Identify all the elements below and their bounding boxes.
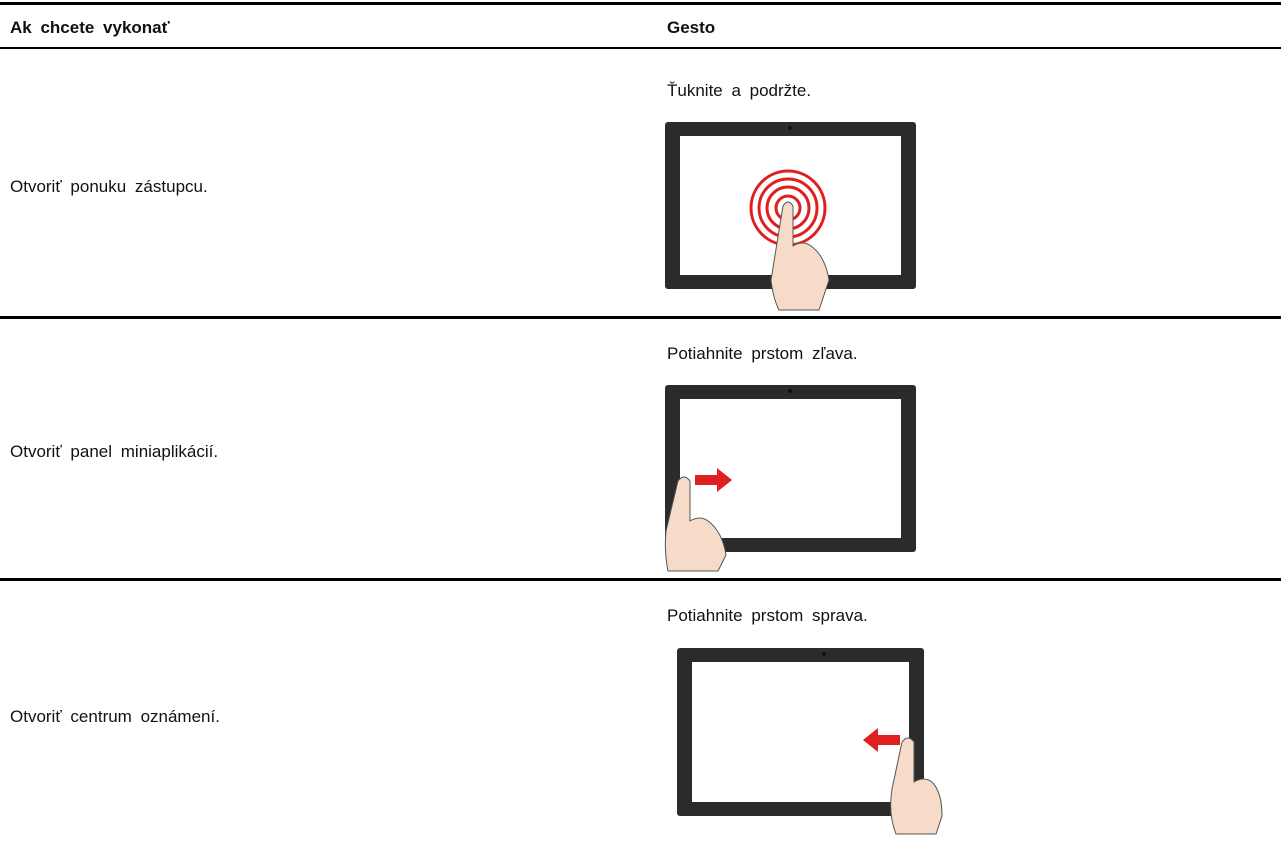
swipe-left-illustration	[664, 385, 916, 572]
header-cell: Gesto	[667, 18, 716, 37]
header-cell: Ak chcete vykonať	[10, 18, 170, 37]
swipe-right-illustration	[677, 648, 943, 835]
action-cell: Otvoriť centrum oznámení.	[10, 707, 220, 726]
row-rule	[0, 578, 1281, 581]
gesture-cell: Potiahnite prstom zľava.	[667, 344, 858, 363]
table-top-rule	[0, 2, 1281, 5]
row-rule	[0, 316, 1281, 319]
gesture-cell: Potiahnite prstom sprava.	[667, 606, 868, 625]
tap-hold-illustration	[665, 122, 916, 311]
gesture-cell: Ťuknite a podržte.	[667, 81, 812, 100]
action-cell: Otvoriť ponuku zástupcu.	[10, 177, 208, 196]
header-rule	[0, 47, 1281, 49]
action-cell: Otvoriť panel miniaplikácií.	[10, 442, 219, 461]
